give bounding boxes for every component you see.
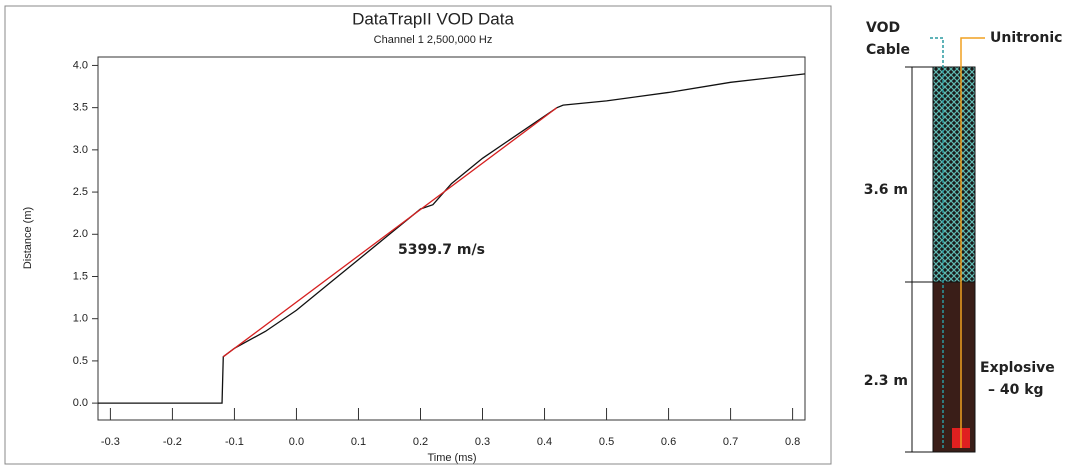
x-tick-label: 0.8: [785, 436, 800, 448]
y-tick-label: 1.5: [73, 270, 88, 282]
x-tick-label: 0.5: [599, 436, 614, 448]
x-tick-label: 0.7: [723, 436, 738, 448]
x-tick-label: -0.2: [163, 436, 182, 448]
borehole-diagram: VOD Cable Unitronic 3.6 m 2.3 m Explosiv…: [864, 20, 1063, 452]
x-axis-label: Time (ms): [427, 452, 476, 464]
y-tick-label: 3.5: [73, 102, 88, 114]
length-label: 3.6 m: [864, 182, 908, 198]
y-tick-label: 0.5: [73, 355, 88, 367]
x-tick-label: 0.1: [351, 436, 366, 448]
x-tick-label: 0.6: [661, 436, 676, 448]
y-tick-label: 1.0: [73, 313, 88, 325]
charge-label: Explosive: [980, 360, 1055, 376]
x-tick-label: -0.3: [101, 436, 120, 448]
x-tick-label: 0.3: [475, 436, 490, 448]
cable-label: VOD: [866, 20, 900, 36]
chart-subtitle: Channel 1 2,500,000 Hz: [374, 34, 493, 46]
charge-label: – 40 kg: [988, 382, 1044, 398]
x-tick-label: 0.4: [537, 436, 552, 448]
plot-area: [98, 57, 805, 420]
annotation: 5399.7 m/s: [398, 242, 485, 258]
x-tick-label: 0.0: [289, 436, 304, 448]
y-tick-label: 0.0: [73, 397, 88, 409]
y-tick-label: 4.0: [73, 59, 88, 71]
x-tick-label: -0.1: [225, 436, 244, 448]
y-axis-label: Distance (m): [22, 207, 34, 269]
y-tick-label: 3.0: [73, 144, 88, 156]
explosive-column: [933, 282, 975, 452]
cable-label: Cable: [866, 42, 910, 58]
stemming: [933, 67, 975, 282]
wire-label: Unitronic: [990, 30, 1062, 46]
chart-title: DataTrapII VOD Data: [352, 9, 514, 28]
figure: DataTrapII VOD Data Channel 1 2,500,000 …: [0, 0, 1080, 471]
y-tick-label: 2.5: [73, 186, 88, 198]
x-tick-label: 0.2: [413, 436, 428, 448]
length-label: 2.3 m: [864, 373, 908, 389]
y-tick-label: 2.0: [73, 228, 88, 240]
